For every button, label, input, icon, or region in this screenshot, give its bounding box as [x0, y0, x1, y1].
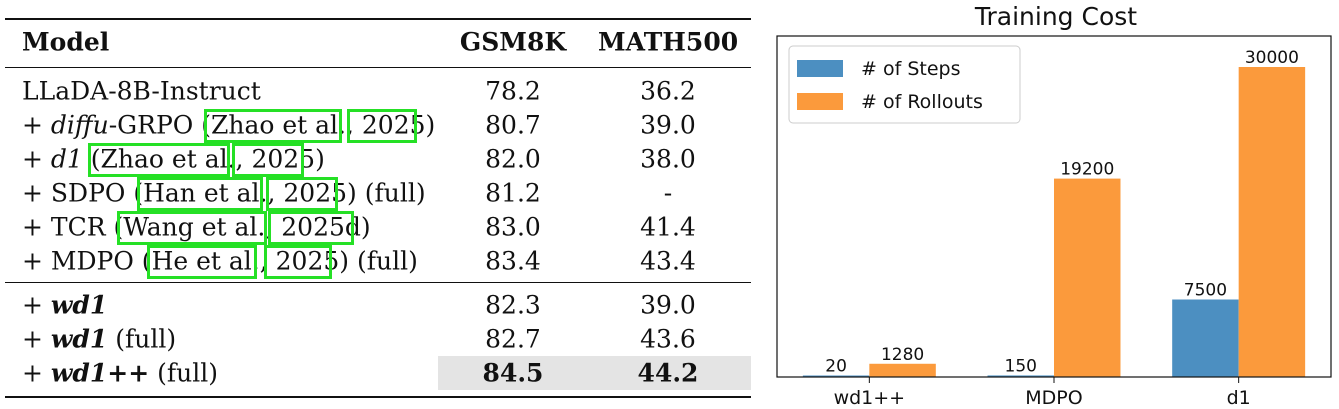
math500-score: 39.0	[640, 290, 696, 320]
table-mid-rule	[5, 282, 751, 283]
gsm8k-score: 81.2	[485, 178, 541, 208]
data-label: 19200	[1060, 160, 1114, 180]
math500-score: 41.4	[640, 212, 696, 242]
model-name: + wd1	[22, 290, 108, 320]
gsm8k-score: 82.0	[485, 144, 541, 174]
data-label: 30000	[1245, 48, 1299, 68]
citation-highlight-box	[147, 245, 257, 279]
chart-title: Training Cost	[974, 2, 1137, 31]
data-label: 20	[825, 357, 847, 377]
bars-group	[802, 67, 1306, 377]
table-row: + TCR (Wang et al., 2025d) 83.0 41.4	[0, 210, 760, 245]
math500-score: 38.0	[640, 144, 696, 174]
gsm8k-score: 84.5	[482, 358, 544, 388]
table-header-row: Model GSM8K MATH500	[0, 25, 760, 59]
data-label: 1280	[881, 345, 924, 365]
x-tick-label: wd1++	[834, 387, 906, 409]
table-row: + diffu-GRPO (Zhao et al., 2025) 80.7 39…	[0, 108, 760, 143]
citation-highlight-box	[347, 109, 417, 143]
x-tick-label: d1	[1227, 387, 1251, 409]
legend-label: # of Rollouts	[861, 91, 983, 113]
bar-rollouts-d1	[1238, 67, 1306, 377]
table-row: + wd1++ (full) 84.5 44.2	[0, 356, 760, 390]
bar-steps-mdpo	[987, 375, 1054, 377]
x-axis-ticks: wd1++ MDPO d1	[834, 377, 1251, 409]
math500-score: 43.6	[640, 324, 696, 354]
header-gsm8k: GSM8K	[459, 27, 567, 57]
citation-link[interactable]: Han et al.	[143, 178, 268, 208]
citation-link[interactable]: Zhao et al.	[210, 110, 346, 140]
citation-link[interactable]: Wang et al.	[123, 212, 266, 242]
bar-rollouts-mdpo	[1054, 178, 1121, 377]
model-name: + MDPO (He et al., 2025) (full)	[22, 246, 418, 276]
math500-score: 44.2	[637, 358, 699, 388]
table-row: + wd1 82.3 39.0	[0, 288, 760, 322]
citation-year-link[interactable]: 2025	[275, 246, 340, 276]
bar-rollouts-wd1	[869, 363, 936, 377]
gsm8k-score: 78.2	[485, 76, 541, 106]
gsm8k-score: 83.4	[485, 246, 541, 276]
math500-score: 43.4	[640, 246, 696, 276]
legend-label: # of Steps	[861, 58, 960, 80]
training-cost-chart: Training Cost 20 1280 150 19200 7500 30000 wd…	[776, 2, 1332, 409]
bar-steps-d1	[1172, 299, 1239, 377]
legend-swatch	[797, 93, 843, 110]
x-tick-label: MDPO	[1025, 387, 1082, 409]
results-table: Model GSM8K MATH500 LLaDA-8B-Instruct 78…	[0, 18, 760, 398]
table-bottom-rule	[5, 396, 751, 398]
best-score-highlight	[438, 356, 751, 390]
citation-highlight-box	[117, 211, 267, 245]
legend-swatch	[797, 60, 843, 77]
data-label: 7500	[1184, 281, 1227, 301]
table-row: + MDPO (He et al., 2025) (full) 83.4 43.…	[0, 244, 760, 279]
citation-highlight-box	[266, 177, 338, 211]
math500-score: 39.0	[640, 110, 696, 140]
gsm8k-score: 82.3	[485, 290, 541, 320]
citation-link[interactable]: He et al.	[151, 246, 260, 276]
gsm8k-score: 82.7	[485, 324, 541, 354]
table-row: + wd1 (full) 82.7 43.6	[0, 322, 760, 356]
citation-highlight-box	[264, 245, 332, 279]
citation-highlight-box	[268, 211, 354, 245]
citation-year-link[interactable]: 2025	[251, 144, 316, 174]
citation-year-link[interactable]: 2025d	[281, 212, 361, 242]
table-row: LLaDA-8B-Instruct 78.2 36.2	[0, 74, 760, 108]
model-name: + wd1 (full)	[22, 324, 177, 354]
math500-score: -	[663, 178, 673, 208]
table-header-rule	[5, 67, 751, 68]
data-label: 150	[1005, 356, 1037, 376]
header-model: Model	[22, 27, 110, 57]
legend: # of Steps # of Rollouts	[788, 45, 1021, 124]
math500-score: 36.2	[640, 76, 696, 106]
table-row: + SDPO (Han et al., 2025) (full) 81.2 -	[0, 176, 760, 211]
citation-highlight-box	[137, 177, 263, 211]
model-name: LLaDA-8B-Instruct	[22, 76, 261, 106]
citation-highlight-box	[88, 143, 230, 177]
legend-box	[788, 45, 1021, 124]
model-name: + d1 (Zhao et al., 2025)	[22, 144, 325, 174]
table-top-rule	[5, 18, 751, 20]
data-labels-group: 20 1280 150 19200 7500 30000	[825, 48, 1299, 377]
model-name: + wd1++ (full)	[22, 358, 219, 388]
table-row: + d1 (Zhao et al., 2025) 82.0 38.0	[0, 142, 760, 177]
gsm8k-score: 80.7	[485, 110, 541, 140]
citation-highlight-box	[232, 143, 304, 177]
header-math500: MATH500	[598, 27, 739, 57]
bar-steps-wd1	[802, 375, 870, 377]
citation-highlight-box	[204, 109, 342, 143]
gsm8k-score: 83.0	[485, 212, 541, 242]
citation-link[interactable]: Zhao et al.	[100, 144, 236, 174]
